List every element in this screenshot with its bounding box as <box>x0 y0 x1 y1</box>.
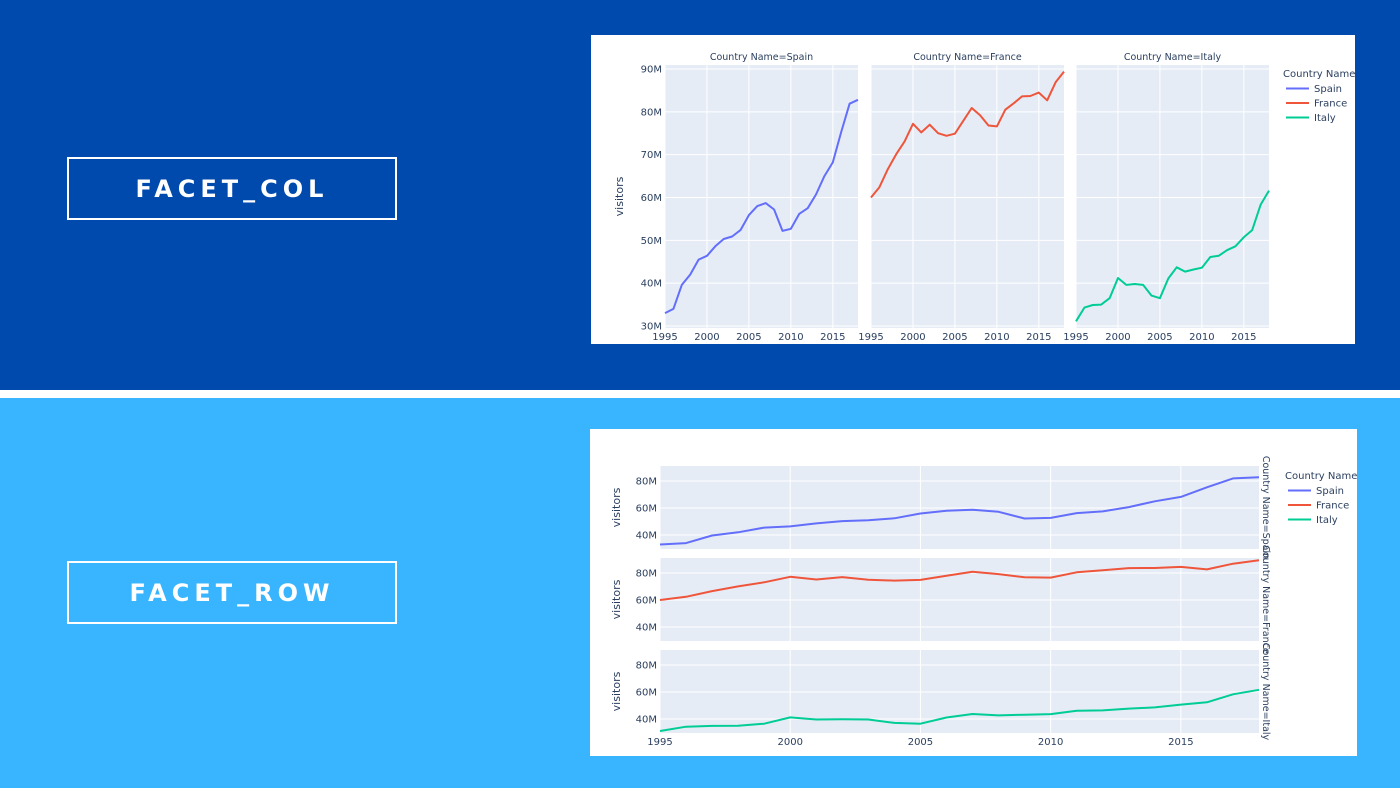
x-tick-label: 2000 <box>777 737 802 748</box>
y-tick-label: 80M <box>636 477 657 488</box>
facet-plot-italy: 1995 2000 2005 2010 2015 Country Name=Italy <box>1063 52 1270 343</box>
legend-label: Spain <box>1314 84 1342 95</box>
x-tick-label: 1995 <box>858 332 883 343</box>
legend-item-italy[interactable]: Italy <box>1288 515 1338 526</box>
legend-item-spain[interactable]: Spain <box>1286 84 1342 95</box>
legend-item-france[interactable]: France <box>1286 99 1347 110</box>
y-tick-label: 40M <box>636 715 657 726</box>
y-tick-label: 40M <box>636 531 657 542</box>
x-tick-label: 2005 <box>942 332 967 343</box>
legend-item-italy[interactable]: Italy <box>1286 113 1336 124</box>
series-line-france[interactable] <box>870 70 1065 199</box>
x-tick-label: 2010 <box>778 332 803 343</box>
legend-item-france[interactable]: France <box>1288 501 1349 512</box>
y-tick-label: 60M <box>636 596 657 607</box>
facet-row-chart: 40M 60M 80M Country Name=Spain visitors 40M 60… <box>590 429 1357 756</box>
facet-plot-france: 1995 2000 2005 2010 2015 Country Name=France <box>858 52 1065 343</box>
x-tick-label: 2015 <box>820 332 845 343</box>
x-tick-label: 2015 <box>1231 332 1256 343</box>
plot-area <box>1076 65 1269 328</box>
legend-label: France <box>1314 99 1347 110</box>
x-tick-label: 2005 <box>908 737 933 748</box>
x-tick-label: 2005 <box>1147 332 1172 343</box>
facet-title: Country Name=France <box>1260 545 1271 653</box>
legend: Country Name Spain France Italy <box>1285 471 1357 526</box>
y-tick-label: 30M <box>641 322 662 333</box>
legend-title: Country Name <box>1285 471 1357 482</box>
x-tick-label: 2010 <box>1038 737 1063 748</box>
legend-label: Italy <box>1314 113 1336 124</box>
legend-label: Spain <box>1316 486 1344 497</box>
legend-title: Country Name <box>1283 69 1355 80</box>
facet-title: Country Name=Spain <box>1260 456 1271 559</box>
x-tick-label: 2005 <box>736 332 761 343</box>
y-tick-label: 60M <box>636 688 657 699</box>
x-tick-label: 2000 <box>694 332 719 343</box>
x-tick-label: 1995 <box>1063 332 1088 343</box>
plot-area <box>665 65 858 328</box>
y-tick-label: 70M <box>641 150 662 161</box>
facet-plot-spain: 40M 60M 80M Country Name=Spain visitors <box>610 456 1271 559</box>
legend-item-spain[interactable]: Spain <box>1288 486 1344 497</box>
facet-plot-spain: 1995 2000 2005 2010 2015 30M 40M 50M 60M 70M 80M 90… <box>613 52 859 343</box>
x-tick-label: 1995 <box>652 332 677 343</box>
facet-row-label: FACET_ROW <box>67 561 397 624</box>
facet-col-chart-svg: 1995 2000 2005 2010 2015 30M 40M 50M 60M 70M 80M 90… <box>613 52 1355 343</box>
facet-title: Country Name=France <box>913 52 1021 63</box>
facet-title: Country Name=Italy <box>1260 643 1271 741</box>
facet-plot-france: 40M 60M 80M Country Name=France visitors <box>610 545 1271 653</box>
x-tick-label: 2000 <box>1105 332 1130 343</box>
y-tick-label: 50M <box>641 236 662 247</box>
y-tick-label: 40M <box>641 279 662 290</box>
series-line-spain[interactable] <box>659 476 1260 546</box>
series-line-italy[interactable] <box>1075 190 1270 322</box>
y-tick-label: 40M <box>636 623 657 634</box>
series-line-italy[interactable] <box>659 688 1260 732</box>
facet-title: Country Name=Spain <box>710 52 813 63</box>
x-tick-label: 2010 <box>1189 332 1214 343</box>
x-tick-label: 2000 <box>900 332 925 343</box>
y-axis-title: visitors <box>610 487 623 527</box>
y-tick-label: 80M <box>636 661 657 672</box>
y-axis-title: visitors <box>610 671 623 711</box>
legend: Country Name Spain France Italy <box>1283 69 1355 124</box>
facet-col-label: FACET_COL <box>67 157 397 220</box>
section-divider <box>0 390 1400 398</box>
facet-title: Country Name=Italy <box>1124 52 1222 63</box>
y-tick-label: 80M <box>636 569 657 580</box>
x-tick-label: 2010 <box>984 332 1009 343</box>
series-line-france[interactable] <box>659 559 1260 601</box>
y-tick-label: 60M <box>641 193 662 204</box>
facet-plot-italy: 1995 2000 2005 2010 2015 40M 60M 80M Country Nam… <box>610 643 1271 748</box>
facet-col-chart: 1995 2000 2005 2010 2015 30M 40M 50M 60M 70M 80M 90… <box>591 35 1355 344</box>
series-line-spain[interactable] <box>664 98 859 314</box>
y-tick-label: 90M <box>641 65 662 76</box>
plot-area <box>871 65 1064 328</box>
y-axis-title: visitors <box>613 176 626 216</box>
legend-label: France <box>1316 501 1349 512</box>
y-tick-label: 80M <box>641 107 662 118</box>
x-tick-label: 2015 <box>1168 737 1193 748</box>
x-tick-label: 2015 <box>1026 332 1051 343</box>
facet-row-chart-svg: 40M 60M 80M Country Name=Spain visitors 40M 60… <box>610 456 1357 748</box>
y-tick-label: 60M <box>636 504 657 515</box>
legend-label: Italy <box>1316 515 1338 526</box>
y-axis-title: visitors <box>610 579 623 619</box>
x-tick-label: 1995 <box>647 737 672 748</box>
